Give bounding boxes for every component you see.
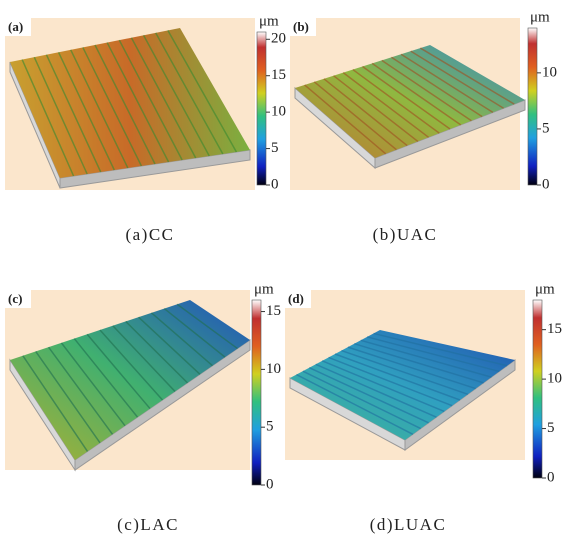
panel-caption: (c)LAC (117, 515, 179, 534)
colorbar-tick-label: 15 (271, 67, 286, 83)
colorbar-tick-label: 15 (266, 303, 281, 319)
colorbar-unit: μm (259, 13, 279, 29)
panel-caption: (a)CC (125, 225, 174, 244)
panel-caption: (d)LUAC (370, 515, 447, 534)
colorbar-unit: μm (530, 9, 550, 25)
panel: (c) μm 0 5 10 15 (5, 281, 281, 492)
panel-label: (b) (293, 19, 309, 34)
colorbar-tick-label: 0 (542, 176, 550, 192)
figure: (a) μm 0 5 10 15 20 (a)CC (b) μm 0 5 10 (b)UAC (c) μm 0 5… (0, 0, 563, 545)
panel: (b) μm 0 5 10 (290, 9, 557, 192)
panel: (d) μm 0 5 10 15 (285, 281, 562, 485)
colorbar-unit: μm (254, 281, 274, 297)
panel-label: (d) (288, 291, 304, 306)
colorbar-tick-label: 10 (542, 64, 557, 80)
colorbar (533, 300, 542, 478)
colorbar-tick-label: 5 (266, 419, 274, 435)
colorbar-tick-label: 0 (271, 176, 279, 192)
colorbar (528, 28, 537, 185)
panel-caption: (b)UAC (373, 225, 438, 244)
colorbar-tick-label: 5 (542, 120, 550, 136)
panel-label: (c) (8, 291, 22, 306)
colorbar-tick-label: 5 (547, 420, 555, 436)
colorbar-tick-label: 5 (271, 140, 279, 156)
panel-label: (a) (8, 19, 23, 34)
colorbar-unit: μm (535, 281, 555, 297)
colorbar-tick-label: 10 (266, 361, 281, 377)
colorbar-tick-label: 20 (271, 31, 286, 47)
colorbar-tick-label: 10 (547, 371, 562, 387)
colorbar (257, 32, 266, 185)
colorbar-tick-label: 0 (266, 476, 274, 492)
colorbar-tick-label: 0 (547, 469, 555, 485)
panel: (a) μm 0 5 10 15 20 (5, 13, 286, 192)
colorbar-tick-label: 10 (271, 104, 286, 120)
colorbar (252, 300, 261, 485)
colorbar-tick-label: 15 (547, 321, 562, 337)
